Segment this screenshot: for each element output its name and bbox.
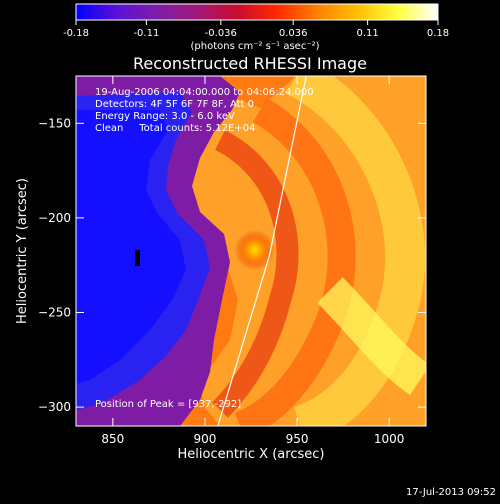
y-axis-label: Heliocentric Y (arcsec) [15, 178, 30, 324]
x-tick-label: 950 [286, 432, 309, 446]
chart-title: Reconstructed RHESSI Image [133, 54, 367, 73]
x-tick-label: 1000 [374, 432, 405, 446]
y-tick-label: −250 [38, 305, 71, 319]
image-field [76, 76, 426, 426]
y-tick-label: −200 [38, 211, 71, 225]
x-axis-ticks: 850 900 950 1000 [101, 76, 404, 446]
colorbar-tick-label: 0.036 [279, 28, 308, 39]
colorbar-tick-label: -0.18 [63, 28, 89, 39]
colorbar-tick-label: 0.11 [356, 28, 378, 39]
annotation-energy: Energy Range: 3.0 - 6.0 keV [95, 111, 235, 122]
colorbar-tick-label: 0.18 [427, 28, 449, 39]
x-tick-label: 900 [193, 432, 216, 446]
y-tick-label: −150 [38, 116, 71, 130]
footer-date: 17-Jul-2013 09:52 [406, 487, 496, 498]
annotation-peak-position: Position of Peak = [937,-292] [95, 399, 241, 410]
plot-frame [75, 75, 427, 427]
colorbar-tick-label: -0.036 [205, 28, 237, 39]
colorbar-tick-label: -0.11 [133, 28, 159, 39]
colorbar [75, 3, 439, 21]
detector-mark [135, 250, 140, 266]
emission-source [234, 230, 275, 271]
annotation-time-range: 19-Aug-2006 04:04:00.000 to 04:06:24.000 [95, 87, 314, 98]
colorbar-units: (photons cm⁻² s⁻¹ asec⁻²) [190, 41, 319, 52]
annotation-clean-counts: Clean Total counts: 5.12E+04 [95, 123, 255, 134]
y-axis-ticks: −150 −200 −250 −300 [38, 116, 426, 414]
y-tick-label: −300 [38, 400, 71, 414]
solar-limb-line [217, 76, 307, 426]
colorbar-ticks: -0.18 -0.11 -0.036 0.036 0.11 0.18 [63, 20, 449, 39]
x-tick-label: 850 [101, 432, 124, 446]
x-axis-label: Heliocentric X (arcsec) [178, 447, 325, 462]
annotation-detectors: Detectors: 4F 5F 6F 7F 8F, Att 0 [95, 99, 254, 110]
